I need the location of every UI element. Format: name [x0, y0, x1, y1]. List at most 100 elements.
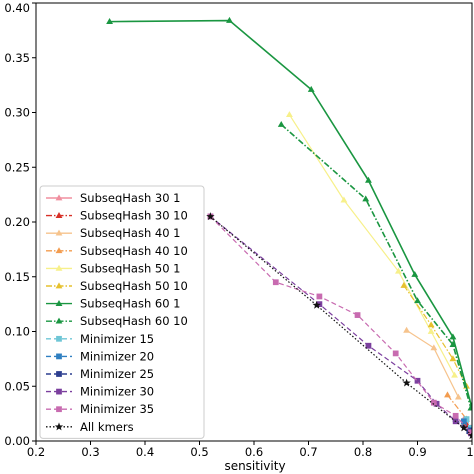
x-tick-label: 0.5	[190, 445, 208, 459]
y-tick-label: 0.20	[4, 215, 30, 229]
data-point	[459, 423, 469, 432]
legend-box	[39, 185, 205, 439]
y-tick-label: 0.15	[4, 270, 30, 284]
axes: 0.2 0.3 0.4 0.5 0.6 0.7 0.8 0.9 1 0.00 0.05 0.10 0.1…	[4, 1, 473, 459]
y-tick-label: 0.40	[4, 1, 30, 15]
data-point	[402, 378, 411, 387]
data-point	[452, 412, 459, 419]
x-tick-label: 0.2	[27, 445, 45, 459]
data-point	[395, 267, 402, 274]
series-2	[403, 326, 462, 400]
data-point	[430, 399, 437, 406]
series-line	[288, 114, 456, 376]
data-point	[354, 312, 361, 318]
legend-label: SubseqHash 40 10	[80, 244, 188, 258]
data-point	[272, 279, 279, 286]
data-point	[403, 326, 411, 333]
series-line	[446, 394, 468, 420]
legend-marker	[56, 371, 62, 377]
x-axis-label: sensitivity	[224, 459, 285, 473]
legend-label: SubseqHash 60 10	[80, 314, 188, 328]
legend-marker	[56, 406, 62, 413]
legend-marker	[55, 194, 63, 201]
data-point	[451, 371, 458, 378]
data-point	[362, 195, 370, 202]
legend-entry: SubseqHash 30 10	[46, 209, 188, 223]
data-point	[449, 341, 457, 347]
data-point	[206, 212, 215, 221]
legend-entry: SubseqHash 30 1	[46, 191, 181, 205]
x-tick-label: 0.6	[245, 445, 263, 459]
legend-marker	[55, 300, 63, 306]
legend-label: Minimizer 20	[80, 349, 154, 363]
data-point	[411, 270, 419, 277]
legend-label: SubseqHash 30 1	[80, 191, 181, 205]
series-line	[406, 329, 459, 398]
legend-entry: Minimizer 35	[46, 402, 154, 416]
data-point	[400, 281, 408, 288]
legend-entry: SubseqHash 50 10	[46, 279, 188, 293]
y-tick-label: 0.10	[4, 325, 30, 339]
series-line	[210, 216, 472, 436]
data-point	[460, 418, 467, 425]
data-point	[277, 120, 285, 127]
data-point	[449, 333, 457, 340]
x-tick-label: 0.4	[136, 445, 154, 459]
legend-label: All kmers	[80, 420, 134, 434]
series-4	[286, 111, 458, 378]
y-tick-label: 0.30	[4, 106, 30, 120]
data-point	[427, 321, 435, 328]
legend-label: SubseqHash 50 10	[80, 279, 188, 293]
data-point	[427, 327, 435, 334]
data-point	[449, 355, 457, 362]
legend-marker	[56, 388, 62, 395]
plot-area	[106, 16, 472, 440]
legend-label: SubseqHash 40 1	[80, 226, 181, 240]
legend-marker	[55, 264, 63, 271]
legend-label: SubseqHash 60 1	[80, 297, 181, 311]
data-point	[467, 431, 472, 440]
data-point	[414, 377, 421, 384]
x-tick-label: 0.7	[299, 445, 317, 459]
legend-marker	[54, 422, 64, 431]
y-tick-label: 0.35	[4, 51, 30, 65]
legend-label: Minimizer 25	[80, 367, 154, 381]
legend-entry: Minimizer 15	[46, 332, 154, 346]
legend-label: Minimizer 15	[80, 332, 154, 346]
legend-marker	[55, 212, 63, 218]
data-point	[365, 342, 372, 349]
legend-entry: Minimizer 20	[46, 349, 154, 363]
data-point	[340, 196, 348, 203]
legend-entry: Minimizer 25	[46, 367, 154, 381]
x-tick-label: 1	[466, 445, 473, 459]
x-tick-label: 0.8	[354, 445, 372, 459]
y-tick-label: 0.05	[4, 379, 30, 393]
series-7	[277, 120, 472, 411]
legend-entry: Minimizer 30	[46, 385, 154, 399]
legend-marker	[55, 229, 63, 236]
legend-label: Minimizer 35	[80, 402, 154, 416]
x-tick-label: 0.9	[408, 445, 426, 459]
legend-entry: SubseqHash 40 10	[46, 244, 188, 258]
y-tick-label: 0.25	[4, 160, 30, 174]
data-point	[392, 350, 399, 357]
legend-marker	[55, 317, 63, 324]
series-line	[403, 285, 468, 387]
legend-marker	[55, 282, 63, 289]
legend-entry: All kmers	[46, 420, 134, 434]
series-6	[106, 16, 472, 411]
legend-entry: SubseqHash 60 1	[46, 297, 181, 311]
legend-label: SubseqHash 30 10	[80, 209, 188, 223]
data-point	[312, 300, 321, 309]
series-13	[206, 212, 472, 440]
data-point	[316, 293, 323, 300]
data-point	[365, 176, 372, 183]
data-point	[454, 393, 462, 400]
legend-label: SubseqHash 50 1	[80, 261, 181, 275]
data-point	[468, 429, 472, 436]
x-tick-label: 0.3	[81, 445, 99, 459]
data-point	[226, 16, 233, 23]
legend-entry: SubseqHash 60 10	[46, 314, 188, 328]
data-point	[414, 297, 421, 304]
